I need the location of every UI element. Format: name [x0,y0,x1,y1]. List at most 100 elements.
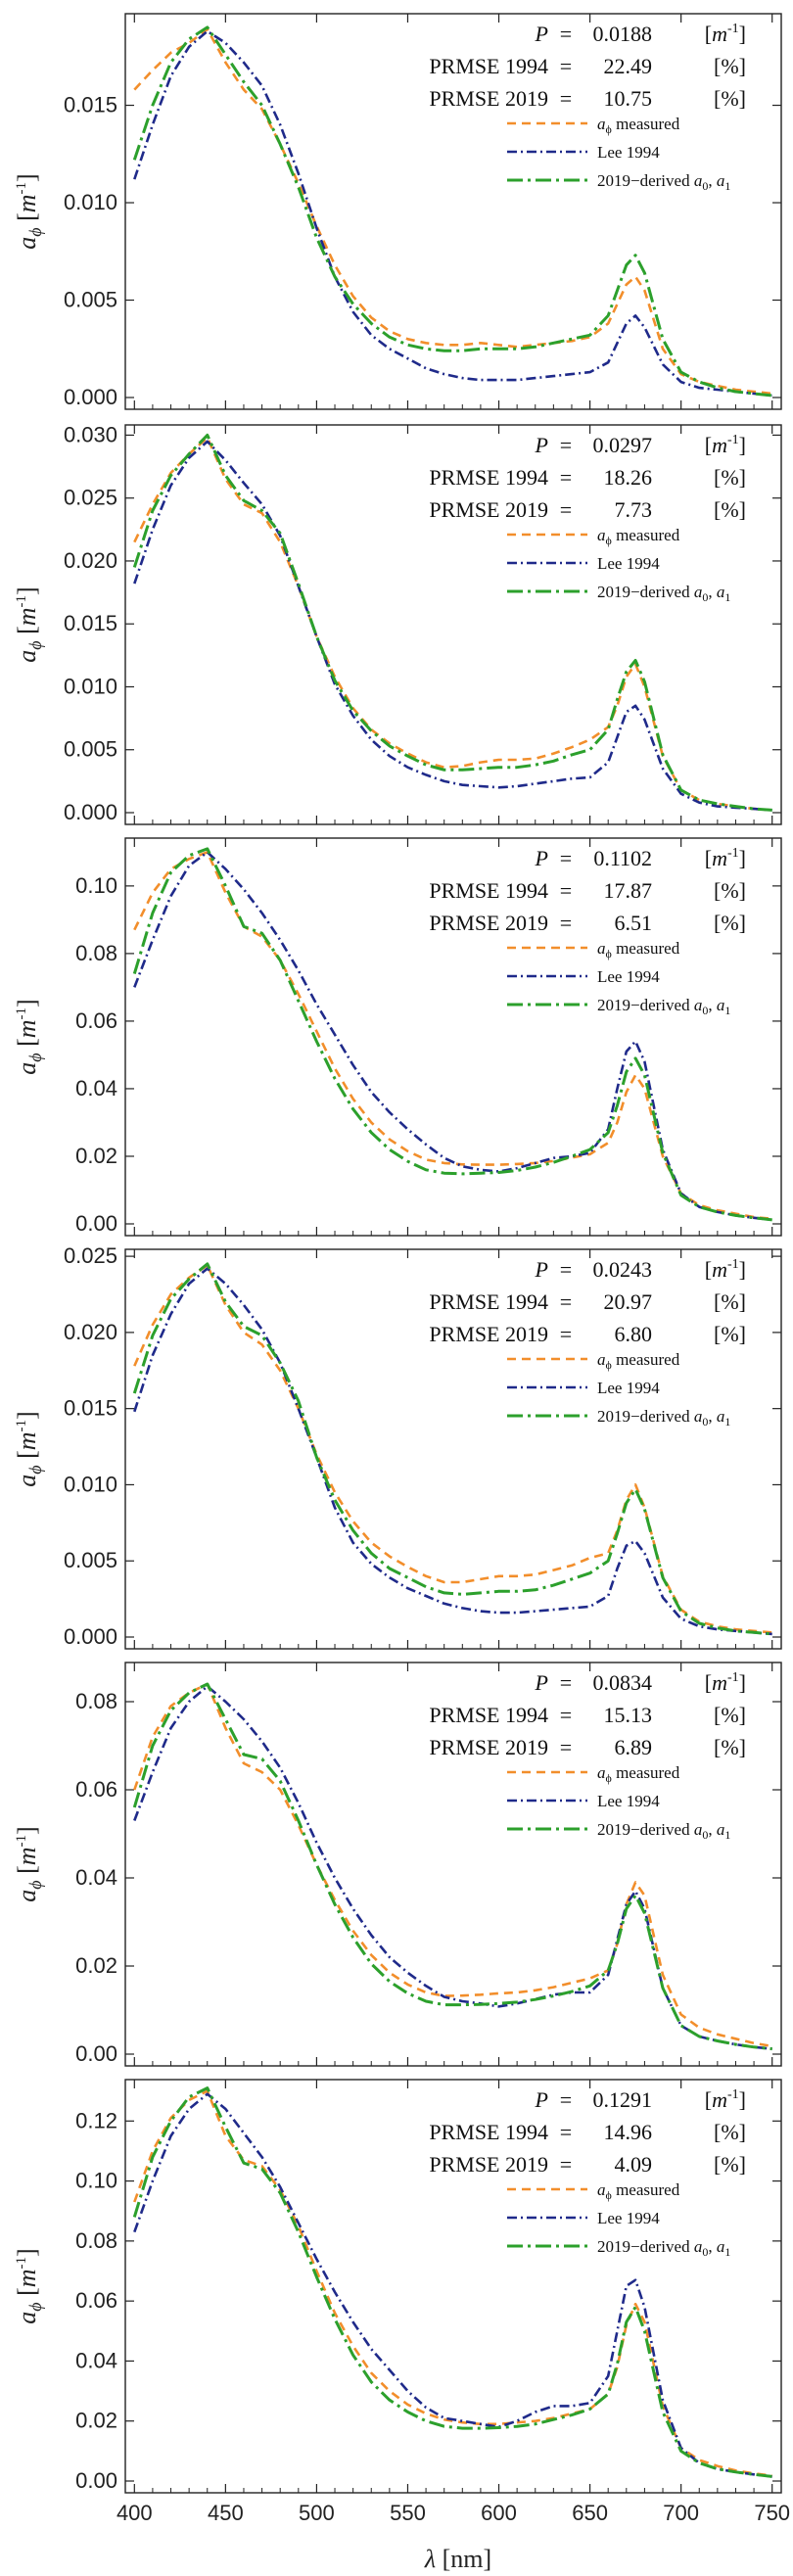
stat-value-p: 0.0188 [593,22,653,46]
y-tick-label: 0.00 [75,2468,117,2493]
y-tick-label: 0.06 [75,2288,117,2313]
stat-value-prmse-1994: 20.97 [604,1289,653,1314]
legend-label-2: 2019−derived a0​, a1​ [597,1820,730,1842]
plot-frame [124,13,782,410]
stat-equals: = [560,2120,572,2144]
stat-unit-prmse-1994: [%] [714,2120,746,2144]
y-tick-label: 0.06 [75,1777,117,1802]
x-tick-label: 650 [572,2501,608,2525]
x-tick-label: 500 [299,2501,335,2525]
x-tick-label: 400 [117,2501,153,2525]
series-measured [133,436,772,812]
legend-label-0: aϕ​ measured [597,939,680,960]
series-2019-derived [132,1262,772,1636]
y-tick-label: 0.10 [75,2169,117,2193]
stats-annotation: P = 0.0188 [m-1] PRMSE 1994 = 22.49 [%] PRMSE 20… [429,22,746,111]
series-2019-derived [132,2086,772,2478]
stat-label-prmse-1994: PRMSE 1994 [429,878,548,903]
stats-annotation: P = 0.0834 [m-1] PRMSE 1994 = 15.13 [%] PRMSE 20… [429,1670,746,1759]
legend-label-2: 2019−derived a0​, a1​ [597,1407,730,1429]
panel-2: 0.000 0.005 0.010 0.015 0.020 0.025 0.030 aϕ [m… [13,422,782,825]
y-axis-label: aϕ [m-1] [13,586,45,662]
stat-equals: = [560,22,572,46]
series-measured [133,1682,772,2048]
stat-value-prmse-2019: 6.80 [615,1322,653,1346]
legend-label-0: aϕ​ measured [597,2180,680,2202]
series-lee-1994 [133,851,772,1222]
x-tick-label: 550 [390,2501,426,2525]
y-tick-label: 0.015 [64,93,117,117]
stat-value-prmse-1994: 18.26 [604,465,653,490]
series-lee-1994 [133,440,772,812]
legend: aϕ​ measured Lee 1994 2019−derived a0​, a1… [507,526,730,604]
legend: aϕ​ measured Lee 1994 2019−derived a0​, a1… [507,939,730,1017]
y-tick-label: 0.02 [75,1144,117,1168]
y-tick-label: 0.08 [75,2228,117,2253]
legend-label-2: 2019−derived a0​, a1​ [597,583,730,604]
series-measured [133,1264,772,1634]
legend-label-0: aϕ​ measured [597,526,680,547]
stats-annotation: P = 0.0297 [m-1] PRMSE 1994 = 18.26 [%] PRMSE 20… [429,433,746,522]
y-tick-label: 0.10 [75,873,117,898]
legend-label-0: aϕ​ measured [597,1350,680,1372]
y-tick-label: 0.000 [64,1624,117,1649]
stat-equals: = [560,54,572,78]
y-tick-label: 0.04 [75,1076,117,1101]
legend: aϕ​ measured Lee 1994 2019−derived a0​, a1… [507,1350,730,1429]
y-tick-label: 0.02 [75,2409,117,2433]
legend-label-2: 2019−derived a0​, a1​ [597,996,730,1017]
stat-equals: = [560,1322,572,1346]
y-tick-label: 0.00 [75,2041,117,2066]
y-tick-label: 0.000 [64,800,117,824]
y-tick-label: 0.020 [64,1320,117,1344]
y-tick-label: 0.12 [75,2108,117,2132]
stat-equals: = [560,1670,572,1695]
stat-value-prmse-2019: 4.09 [615,2152,653,2177]
y-tick-label: 0.04 [75,1865,117,1890]
stat-value-prmse-2019: 6.89 [615,1735,653,1759]
stat-value-p: 0.0243 [593,1257,653,1282]
stat-unit-p: [m-1] [705,22,746,46]
stat-label-prmse-2019: PRMSE 2019 [429,497,548,522]
y-axis-label: aϕ [m-1] [13,173,45,249]
y-axis-label: aϕ [m-1] [13,2248,45,2323]
stat-unit-prmse-2019: [%] [714,497,746,522]
stat-unit-prmse-1994: [%] [714,878,746,903]
series-2019-derived [132,1682,772,2051]
series-2019-derived [132,847,772,1222]
stat-label-prmse-2019: PRMSE 2019 [429,1322,548,1346]
stat-equals: = [560,878,572,903]
plot-frame [124,837,782,1237]
panel-1: 0.000 0.005 0.010 0.015 aϕ [m-1] P = 0.0188 [m-1… [13,13,782,410]
stat-label-prmse-2019: PRMSE 2019 [429,1735,548,1759]
stat-label-prmse-1994: PRMSE 1994 [429,54,548,78]
stat-value-p: 0.0834 [593,1670,653,1695]
legend: aϕ​ measured Lee 1994 2019−derived a0​, a1… [507,1763,730,1842]
stat-unit-prmse-2019: [%] [714,86,746,111]
series-2019-derived [132,25,772,398]
x-tick-label: 600 [481,2501,517,2525]
y-axis-label: aϕ [m-1] [13,1826,45,1901]
stat-label-prmse-1994: PRMSE 1994 [429,465,548,490]
stat-value-prmse-1994: 15.13 [604,1703,653,1727]
y-tick-label: 0.06 [75,1008,117,1033]
plot-frame [124,424,782,825]
plot-frame [124,1662,782,2067]
stat-unit-p: [m-1] [705,1670,746,1695]
stat-unit-prmse-1994: [%] [714,1289,746,1314]
stat-unit-prmse-2019: [%] [714,1322,746,1346]
stat-unit-prmse-2019: [%] [714,1735,746,1759]
stat-value-p: 0.0297 [593,433,653,457]
stat-equals: = [560,2087,572,2112]
legend: aϕ​ measured Lee 1994 2019−derived a0​, a1… [507,115,730,193]
stat-label-prmse-1994: PRMSE 1994 [429,1289,548,1314]
y-tick-label: 0.005 [64,1548,117,1572]
legend-label-1: Lee 1994 [597,143,660,162]
series-measured [133,851,772,1221]
y-tick-label: 0.02 [75,1953,117,1978]
stat-unit-p: [m-1] [705,2087,746,2112]
y-tick-label: 0.04 [75,2348,117,2372]
stats-annotation: P = 0.0243 [m-1] PRMSE 1994 = 20.97 [%] PRMSE 20… [429,1257,746,1346]
y-tick-label: 0.000 [64,385,117,409]
